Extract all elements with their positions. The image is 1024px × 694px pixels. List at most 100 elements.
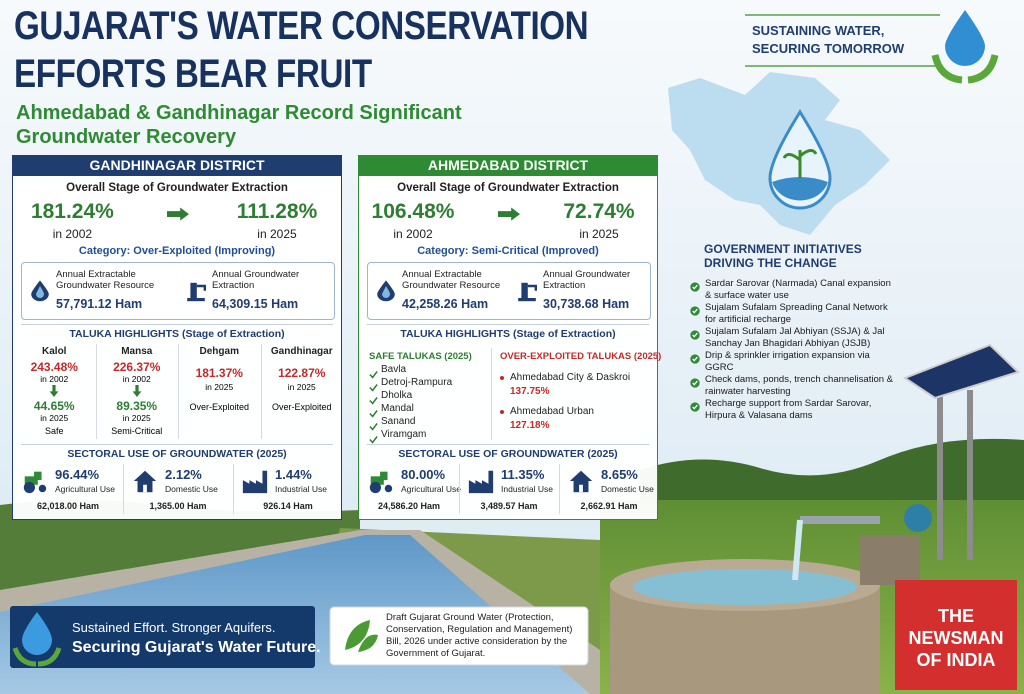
before-year: in 2002 (393, 227, 433, 241)
resource-label: Annual Extractable Groundwater Resource (402, 269, 501, 291)
sector-share: 1.44% (275, 467, 312, 482)
taluka-after-year: in 2025 (205, 382, 234, 392)
sector-use: Agricultural Use (401, 484, 461, 494)
slogan-line: Sustained Effort. Stronger Aquifers. (72, 620, 276, 635)
sector-volume: 926.14 Ham (263, 501, 313, 511)
sector-volume: 62,018.00 Ham (36, 501, 100, 511)
resource-icon (28, 277, 52, 303)
initiative-item: Sujalam Sufalam Spreading Canal Network … (705, 302, 888, 325)
column-divider (233, 464, 234, 514)
tagline: SUSTAINING WATER, SECURING TOMORROW (752, 23, 905, 56)
title-line: GUJARAT'S WATER CONSERVATION (14, 4, 589, 48)
sector-volume: 2,662.91 Ham (580, 501, 638, 511)
taluka-after-year: in 2025 (122, 413, 151, 423)
category: Category: Over-Exploited (Improving) (78, 245, 276, 257)
after-value: 111.28% (236, 200, 318, 223)
divider (367, 324, 649, 325)
check-circle (690, 303, 700, 316)
sector-share: 8.65% (601, 467, 638, 482)
over-taluka-value: 137.75% (510, 386, 550, 397)
over-taluka-value: 127.18% (510, 420, 550, 431)
safe-taluka: Dholka (381, 390, 413, 401)
taluka-heading: TALUKA HIGHLIGHTS (Stage of Extraction) (400, 328, 616, 340)
column-divider (178, 344, 179, 439)
trend-arrow (487, 206, 531, 228)
taluka-status: Safe (44, 426, 64, 436)
taluka-before-year: in 2002 (122, 374, 151, 384)
check-circle (690, 279, 700, 292)
check-circle (690, 351, 700, 364)
taluka-after-year: in 2025 (287, 382, 316, 392)
resource-value: 57,791.12 Ham (56, 297, 143, 311)
column-divider (95, 344, 97, 439)
sector-use: Industrial Use (275, 484, 327, 494)
safe-taluka: Detroj-Rampura (381, 377, 453, 388)
initiative-item: Drip & sprinkler irrigation expansion vi… (705, 350, 870, 373)
safe-taluka: Mandal (381, 403, 414, 414)
sector-icon (241, 467, 269, 495)
category: Category: Semi-Critical (Improved) (417, 245, 599, 257)
over-heading: OVER-EXPLOITED TALUKAS (2025) (500, 351, 662, 362)
safe-taluka: Viramgam (381, 429, 427, 440)
brand-line: NEWSMAN (908, 628, 1004, 648)
check-circle (690, 375, 700, 388)
column-divider (123, 464, 124, 514)
title-line: EFFORTS BEAR FRUIT (14, 52, 372, 96)
column-divider (559, 464, 560, 514)
check-circle (690, 327, 700, 340)
sector-use: Domestic Use (165, 484, 218, 494)
taluka-before: 243.48% (30, 360, 78, 374)
down-arrow (48, 384, 60, 398)
after-year: in 2025 (257, 227, 297, 241)
taluka-before: 226.37% (113, 360, 161, 374)
initiative-item: Sujalam Sufalam Jal Abhiyan (SSJA) & Jal… (705, 326, 885, 349)
taluka-status: Semi-Critical (111, 426, 163, 436)
taluka-after: 122.87% (278, 366, 326, 380)
initiative-item: Check dams, ponds, trench channelisation… (705, 374, 893, 397)
sector-volume: 1,365.00 Ham (149, 501, 207, 511)
sector-share: 96.44% (55, 467, 100, 482)
sector-heading: SECTORAL USE OF GROUNDWATER (2025) (398, 448, 618, 460)
sector-use: Agricultural Use (55, 484, 115, 494)
initiative-item: Sardar Sarovar (Narmada) Canal expansion… (705, 278, 891, 301)
extraction-heading: Overall Stage of Groundwater Extraction (66, 182, 288, 194)
taluka-status: Over-Exploited (189, 402, 250, 412)
sector-share: 80.00% (401, 467, 446, 482)
trend-arrow (156, 206, 200, 228)
resource-icon (374, 277, 398, 303)
taluka-name: Mansa (121, 346, 153, 357)
after-year: in 2025 (579, 227, 619, 241)
check (369, 392, 378, 405)
brand-line: OF INDIA (916, 650, 996, 670)
taluka-after: 181.37% (195, 366, 243, 380)
sector-use: Domestic Use (601, 484, 654, 494)
check (369, 366, 378, 379)
sector-share: 11.35% (501, 467, 545, 482)
down-arrow (131, 384, 143, 398)
sector-icon (131, 467, 159, 495)
resource-label: Annual Groundwater Extraction (543, 269, 631, 291)
resource-label: Annual Groundwater Extraction (212, 269, 300, 291)
divider (21, 324, 333, 325)
sector-volume: 24,586.20 Ham (377, 501, 441, 511)
before-value: 106.48% (371, 200, 455, 223)
divider (367, 444, 649, 445)
taluka-after-year: in 2025 (40, 413, 69, 423)
check (369, 431, 378, 444)
bullet (500, 376, 504, 380)
slogan-line: Securing Gujarat's Water Future. (72, 639, 321, 656)
taluka-before-year: in 2002 (40, 374, 69, 384)
sector-icon (467, 467, 495, 495)
safe-heading: SAFE TALUKAS (2025) (369, 351, 472, 362)
brand-line: THE (938, 606, 974, 626)
sector-heading: SECTORAL USE OF GROUNDWATER (2025) (67, 448, 287, 460)
initiative-item: Recharge support from Sardar Sarovar, Hi… (705, 398, 872, 421)
safe-taluka: Sanand (381, 416, 416, 427)
resource-icon (184, 277, 208, 303)
taluka-heading: TALUKA HIGHLIGHTS (Stage of Extraction) (69, 328, 285, 340)
column-divider (491, 348, 492, 440)
sector-icon (21, 467, 49, 495)
extraction-heading: Overall Stage of Groundwater Extraction (397, 182, 619, 194)
